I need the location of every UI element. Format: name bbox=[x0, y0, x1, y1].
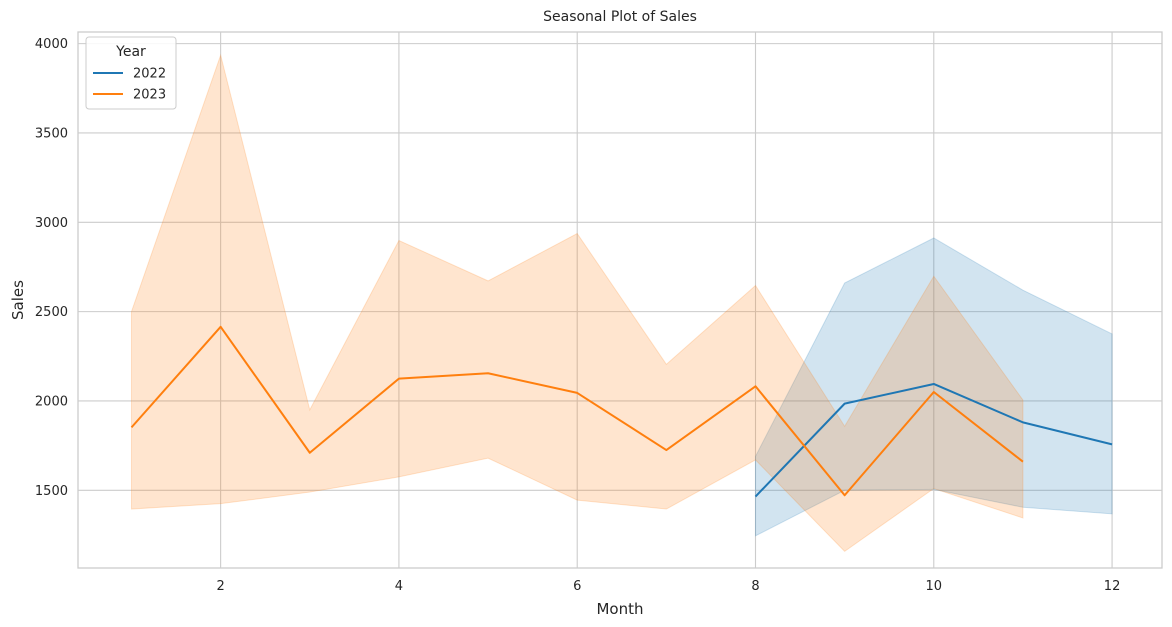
series-line-2022 bbox=[754, 382, 1113, 498]
legend-box bbox=[85, 36, 177, 110]
x-tick-label-6: 6 bbox=[573, 579, 581, 594]
y-tick-label-2500: 2500 bbox=[35, 305, 68, 320]
y-axis-label: Sales bbox=[9, 280, 27, 320]
legend-items: 2022 2023 bbox=[93, 67, 166, 103]
x-tick-label-8: 8 bbox=[751, 579, 759, 594]
grid-lines bbox=[78, 32, 1162, 568]
y-tick-label-3500: 3500 bbox=[35, 126, 68, 141]
legend-label-2023: 2023 bbox=[133, 88, 166, 103]
confidence-bands bbox=[130, 53, 1113, 553]
x-tick-label-12: 12 bbox=[1104, 579, 1121, 594]
y-tick-label-2000: 2000 bbox=[35, 394, 68, 409]
legend-label-2022: 2022 bbox=[133, 67, 166, 82]
tick-labels: 2 4 6 8 10 12 1500 2000 2500 3000 3500 4000 bbox=[35, 37, 1120, 594]
y-tick-label-4000: 4000 bbox=[35, 37, 68, 52]
x-tick-label-2: 2 bbox=[216, 579, 224, 594]
legend-title: Year bbox=[115, 44, 146, 60]
y-tick-label-3000: 3000 bbox=[35, 216, 68, 231]
series-line-2023 bbox=[130, 325, 1024, 497]
legend: Year 2022 2023 bbox=[85, 36, 177, 110]
x-tick-label-4: 4 bbox=[395, 579, 403, 594]
x-axis-label: Month bbox=[596, 600, 643, 618]
chart-title: Seasonal Plot of Sales bbox=[543, 9, 697, 25]
x-tick-label-10: 10 bbox=[926, 579, 943, 594]
y-tick-label-1500: 1500 bbox=[35, 484, 68, 499]
confidence-band-2023 bbox=[130, 53, 1024, 553]
plot-frame bbox=[77, 31, 1163, 569]
series-lines bbox=[130, 325, 1113, 498]
